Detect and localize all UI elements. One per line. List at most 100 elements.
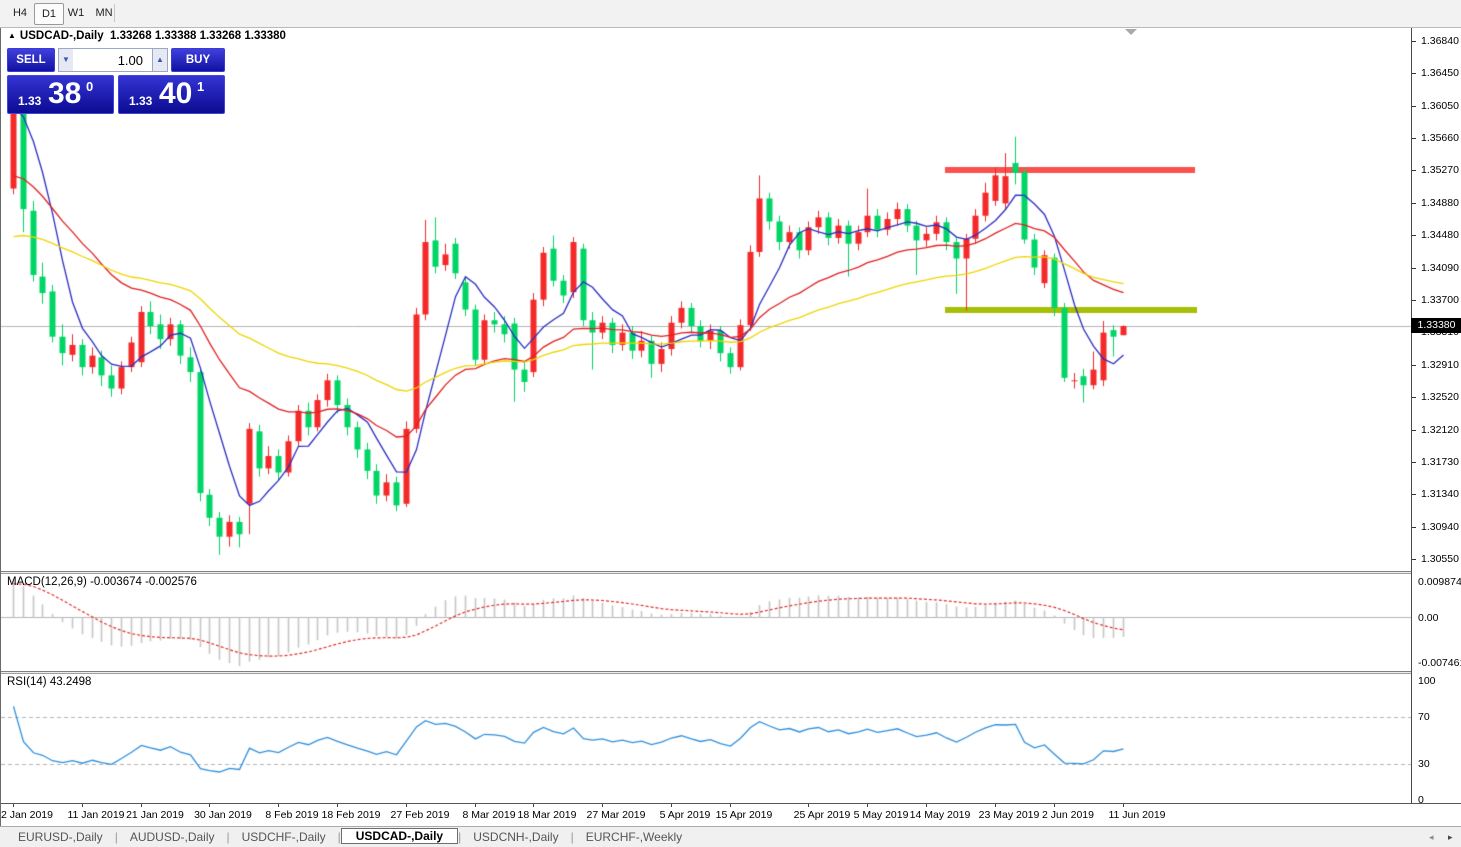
current-price-tag: 1.33380	[1411, 318, 1461, 333]
date-axis-label: 25 Apr 2019	[793, 809, 851, 821]
date-tick	[13, 804, 14, 807]
date-axis-label: 8 Feb 2019	[265, 809, 319, 821]
price-axis-label: 1.36450	[1421, 67, 1459, 79]
macd-chart-canvas[interactable]	[1, 574, 1411, 671]
buy-price-small: 1.33	[129, 94, 153, 108]
price-axis-label: 1.30940	[1421, 521, 1459, 533]
macd-axis-label: 0.009874	[1418, 576, 1461, 588]
timeframe-tab-mn[interactable]: MN	[95, 7, 113, 19]
sell-button[interactable]: SELL	[7, 48, 55, 72]
volume-decrease-icon[interactable]: ▼	[58, 48, 74, 72]
tab-separator: |	[570, 830, 574, 844]
sell-price-button[interactable]: 1.33 38 0	[7, 75, 114, 114]
sell-price-sup: 0	[86, 79, 94, 94]
price-chart-canvas[interactable]	[1, 28, 1411, 571]
buy-price-button[interactable]: 1.33 40 1	[118, 75, 225, 114]
rsi-value: 43.2498	[49, 676, 92, 688]
buy-button[interactable]: BUY	[171, 48, 225, 72]
rsi-indicator-label: RSI(14) 43.2498	[7, 676, 91, 688]
price-axis-label: 1.31730	[1421, 456, 1459, 468]
date-tick	[337, 804, 338, 807]
price-tick	[1412, 203, 1416, 204]
date-tick	[141, 804, 142, 807]
symbol-tab-eurchf[interactable]: EURCHF-,Weekly	[585, 830, 683, 844]
price-axis-label: 1.32120	[1421, 424, 1459, 436]
buy-price-sup: 1	[197, 79, 205, 94]
date-axis-label: 11 Jan 2019	[67, 809, 125, 821]
symbol-tab-usdcnh[interactable]: USDCNH-,Daily	[473, 830, 559, 844]
symbol-tab-eurusd[interactable]: EURUSD-,Daily	[18, 830, 103, 844]
ohlc-open: 1.33268	[110, 30, 152, 42]
date-tick	[926, 804, 927, 807]
date-axis-label: 2 Jan 2019	[1, 809, 53, 821]
date-tick	[808, 804, 809, 807]
toolbar-divider	[114, 4, 115, 22]
price-axis[interactable]: 1.36840 1.36450 1.36050 1.35660 1.35270 1.348…	[1411, 28, 1461, 806]
symbol-tabs: EURUSD-,Daily | AUDUSD-,Daily | USDCHF-,Dail…	[6, 827, 694, 847]
macd-signal-value: -0.002576	[145, 576, 197, 588]
price-tick	[1412, 73, 1416, 74]
date-axis-label: 27 Mar 2019	[586, 809, 646, 821]
tab-scroll-right-icon[interactable]: ▸	[1448, 832, 1453, 842]
price-tick	[1412, 300, 1416, 301]
date-tick	[1054, 804, 1055, 807]
buy-price-big: 40	[159, 77, 193, 110]
collapse-triangle-icon[interactable]: ▲	[8, 31, 16, 40]
price-axis-label: 1.33700	[1421, 294, 1459, 306]
tab-separator: |	[226, 830, 230, 844]
date-tick	[995, 804, 996, 807]
date-axis-label: 18 Feb 2019	[321, 809, 381, 821]
date-tick	[867, 804, 868, 807]
rsi-chart-canvas[interactable]	[1, 674, 1411, 803]
timeframe-toolbar: H4 D1 W1 MN	[0, 0, 1461, 28]
price-tick	[1412, 268, 1416, 269]
symbol-tab-audusd[interactable]: AUDUSD-,Daily	[129, 830, 215, 844]
date-axis-label: 30 Jan 2019	[194, 809, 252, 821]
ohlc-close: 1.33380	[244, 30, 286, 42]
price-axis-label: 1.32910	[1421, 359, 1459, 371]
date-axis-label: 2 Jun 2019	[1042, 809, 1094, 821]
price-tick	[1412, 559, 1416, 560]
macd-panel-divider[interactable]	[1, 571, 1461, 574]
rsi-panel-divider[interactable]	[1, 671, 1461, 674]
price-axis-label: 1.35660	[1421, 132, 1459, 144]
price-axis-label: 1.36840	[1421, 35, 1459, 47]
date-axis-label: 18 Mar 2019	[517, 809, 577, 821]
rsi-axis-label: 100	[1418, 675, 1436, 687]
chart-shift-marker-icon[interactable]	[1125, 29, 1137, 35]
macd-name: MACD(12,26,9)	[7, 576, 87, 588]
macd-axis-label: 0.00	[1418, 612, 1439, 624]
timeframe-tab-w1[interactable]: W1	[67, 7, 85, 19]
symbol-tab-usdcad[interactable]: USDCAD-,Daily	[340, 828, 459, 844]
rsi-name: RSI(14)	[7, 676, 47, 688]
price-axis-label: 1.34090	[1421, 262, 1459, 274]
symbol-name: USDCAD-,Daily	[19, 30, 104, 42]
date-tick	[406, 804, 407, 807]
tab-separator: |	[114, 830, 118, 844]
chart-window: ▲ USDCAD-,Daily 1.33268 1.33388 1.33268 1…	[0, 28, 1461, 827]
macd-axis-label: -0.007461	[1418, 657, 1461, 669]
tab-scroll-left-icon[interactable]: ◂	[1429, 832, 1434, 842]
symbol-tab-usdchf[interactable]: USDCHF-,Daily	[241, 830, 326, 844]
date-tick	[602, 804, 603, 807]
price-tick	[1412, 170, 1416, 171]
date-tick	[1123, 804, 1124, 807]
price-axis-label: 1.31340	[1421, 488, 1459, 500]
tab-separator: |	[458, 830, 462, 844]
volume-increase-icon[interactable]: ▲	[152, 48, 168, 72]
timeframe-tab-h4[interactable]: H4	[12, 7, 28, 19]
timeframe-tab-d1[interactable]: D1	[34, 3, 64, 25]
date-axis[interactable]: 2 Jan 2019 11 Jan 2019 21 Jan 2019 30 Jan 2…	[1, 804, 1461, 826]
macd-value: -0.003674	[90, 576, 142, 588]
ohlc-low: 1.33268	[199, 30, 242, 42]
sell-price-small: 1.33	[18, 94, 42, 108]
price-axis-label: 1.34480	[1421, 229, 1459, 241]
rsi-axis-label: 30	[1418, 758, 1430, 770]
price-axis-label: 1.36050	[1421, 100, 1459, 112]
volume-input[interactable]	[73, 48, 153, 72]
date-tick	[475, 804, 476, 807]
price-tick	[1412, 138, 1416, 139]
price-tick	[1412, 494, 1416, 495]
price-tick	[1412, 365, 1416, 366]
